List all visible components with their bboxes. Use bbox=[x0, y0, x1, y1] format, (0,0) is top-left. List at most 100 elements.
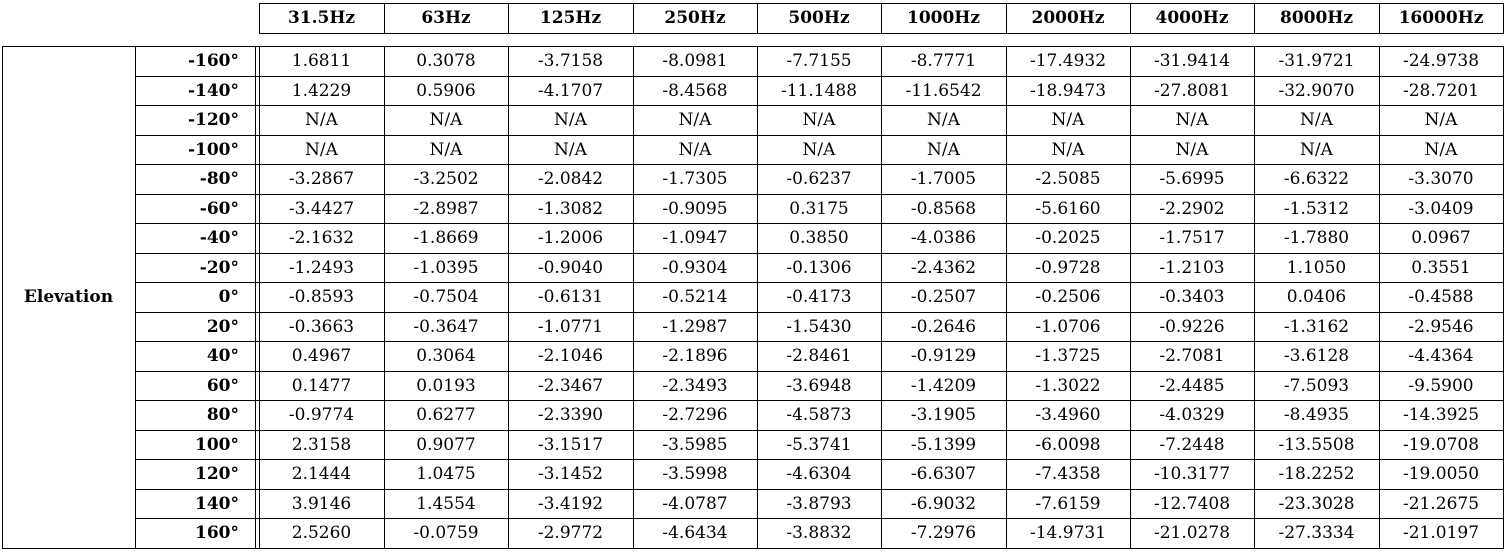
table-cell: -5.6160 bbox=[1035, 198, 1101, 219]
table-cell: -4.6434 bbox=[662, 523, 728, 543]
row-label: 0° bbox=[218, 287, 239, 307]
row-rule bbox=[135, 135, 1504, 136]
table-cell: 0.6277 bbox=[416, 405, 476, 425]
table-cell: -5.6995 bbox=[1159, 169, 1225, 189]
table-cell: 0.3064 bbox=[416, 346, 476, 366]
header-vertical-rule bbox=[1503, 3, 1504, 34]
table-cell: -18.2252 bbox=[1278, 464, 1355, 484]
table-cell: -6.6307 bbox=[910, 464, 977, 484]
table-cell: 1.0475 bbox=[416, 464, 476, 484]
table-cell: -0.2507 bbox=[910, 287, 977, 307]
table-cell: -10.3177 bbox=[1153, 464, 1231, 484]
column-header: 8000Hz bbox=[1279, 8, 1354, 28]
table-cell: -2.9772 bbox=[537, 523, 604, 543]
header-vertical-rule bbox=[384, 3, 385, 34]
row-rule bbox=[135, 76, 1504, 77]
table-cell: -3.5998 bbox=[662, 464, 728, 484]
table-cell: -0.3403 bbox=[1159, 287, 1225, 307]
table-cell: N/A bbox=[1300, 139, 1333, 160]
table-cell: -32.9070 bbox=[1278, 80, 1355, 101]
table-cell: -1.0947 bbox=[662, 228, 728, 248]
table-cell: -2.1632 bbox=[288, 228, 355, 248]
table-cell: N/A bbox=[927, 110, 960, 130]
column-rule bbox=[1379, 46, 1380, 548]
table-cell: -2.1046 bbox=[537, 346, 604, 366]
table-cell: -3.7158 bbox=[537, 51, 604, 71]
table-cell: N/A bbox=[678, 139, 712, 160]
table-cell: N/A bbox=[802, 139, 836, 160]
table-cell: -1.3082 bbox=[537, 198, 604, 219]
table-cell: -27.8081 bbox=[1153, 80, 1231, 101]
header-vertical-rule bbox=[1006, 3, 1007, 34]
row-label: -20° bbox=[199, 257, 239, 278]
table-cell: -0.9774 bbox=[288, 405, 355, 425]
table-cell: -3.8793 bbox=[786, 493, 852, 514]
table-cell: -2.2902 bbox=[1159, 198, 1225, 219]
table-cell: -11.1488 bbox=[780, 80, 858, 101]
table-cell: -1.5312 bbox=[1283, 198, 1350, 219]
table-cell: -5.1399 bbox=[910, 434, 977, 455]
table-cell: -2.8461 bbox=[786, 346, 852, 366]
table-cell: -7.5093 bbox=[1283, 375, 1350, 396]
header-vertical-rule bbox=[757, 3, 758, 34]
header-vertical-rule bbox=[633, 3, 634, 34]
table-cell: -7.2976 bbox=[910, 523, 977, 543]
table-cell: -0.9095 bbox=[662, 198, 728, 219]
table-cell: -8.4568 bbox=[662, 80, 728, 101]
table-cell: -1.2103 bbox=[1159, 257, 1225, 278]
table-cell: -1.3725 bbox=[1035, 346, 1101, 366]
row-label: -100° bbox=[187, 139, 239, 160]
table-cell: 1.4554 bbox=[416, 493, 476, 514]
row-label: 20° bbox=[206, 316, 239, 337]
table-cell: -23.3028 bbox=[1278, 493, 1355, 514]
row-label: 40° bbox=[206, 346, 239, 366]
table-cell: 0.3175 bbox=[789, 198, 849, 219]
row-label: -120° bbox=[187, 110, 239, 130]
table-cell: 0.0406 bbox=[1286, 287, 1347, 307]
table-cell: -8.4935 bbox=[1283, 405, 1350, 425]
table-cell: -11.6542 bbox=[905, 80, 982, 101]
row-label: 80° bbox=[206, 405, 239, 425]
table-cell: -2.3390 bbox=[537, 405, 604, 425]
table-cell: -8.7771 bbox=[910, 51, 977, 71]
table-cell: -0.4173 bbox=[786, 287, 852, 307]
table-cell: 0.9077 bbox=[416, 434, 476, 455]
double-rule-right bbox=[259, 46, 260, 548]
table-cell: -2.7081 bbox=[1159, 346, 1225, 366]
table-cell: -0.1306 bbox=[786, 257, 852, 278]
table-cell: -3.4427 bbox=[288, 198, 355, 219]
table-cell: -2.8987 bbox=[413, 198, 479, 219]
body-bottom-rule bbox=[2, 547, 1504, 549]
row-rule bbox=[135, 489, 1504, 490]
table-cell: -1.3162 bbox=[1283, 316, 1350, 337]
table-cell: -14.3925 bbox=[1402, 405, 1480, 425]
table-cell: -2.7296 bbox=[662, 405, 728, 425]
table-cell: -3.1905 bbox=[910, 405, 977, 425]
table-cell: 2.3158 bbox=[291, 434, 352, 455]
table-cell: N/A bbox=[429, 110, 463, 130]
column-header: 500Hz bbox=[788, 8, 850, 28]
header-vertical-rule bbox=[259, 3, 260, 34]
row-label: -40° bbox=[199, 228, 239, 248]
row-rule bbox=[135, 223, 1504, 224]
table-cell: N/A bbox=[678, 110, 712, 130]
table-cell: -4.5873 bbox=[786, 405, 852, 425]
table-cell: -7.4358 bbox=[1035, 464, 1101, 484]
table-cell: 0.1477 bbox=[291, 375, 352, 396]
table-cell: -17.4932 bbox=[1029, 51, 1107, 71]
header-vertical-rule bbox=[1379, 3, 1380, 34]
table-cell: N/A bbox=[927, 139, 960, 160]
table-cell: N/A bbox=[1424, 110, 1458, 130]
table-cell: -7.2448 bbox=[1159, 434, 1225, 455]
row-rule bbox=[135, 253, 1504, 254]
table-cell: -3.6128 bbox=[1283, 346, 1350, 366]
row-label: 100° bbox=[195, 434, 239, 455]
table-cell: -0.2646 bbox=[910, 316, 977, 337]
table-cell: -7.7155 bbox=[786, 51, 852, 71]
row-label: 120° bbox=[195, 464, 239, 484]
column-rule bbox=[633, 46, 634, 548]
table-cell: 1.6811 bbox=[291, 51, 352, 71]
table-cell: -0.6131 bbox=[537, 287, 604, 307]
row-rule bbox=[135, 341, 1504, 342]
table-cell: 0.5906 bbox=[416, 80, 476, 101]
